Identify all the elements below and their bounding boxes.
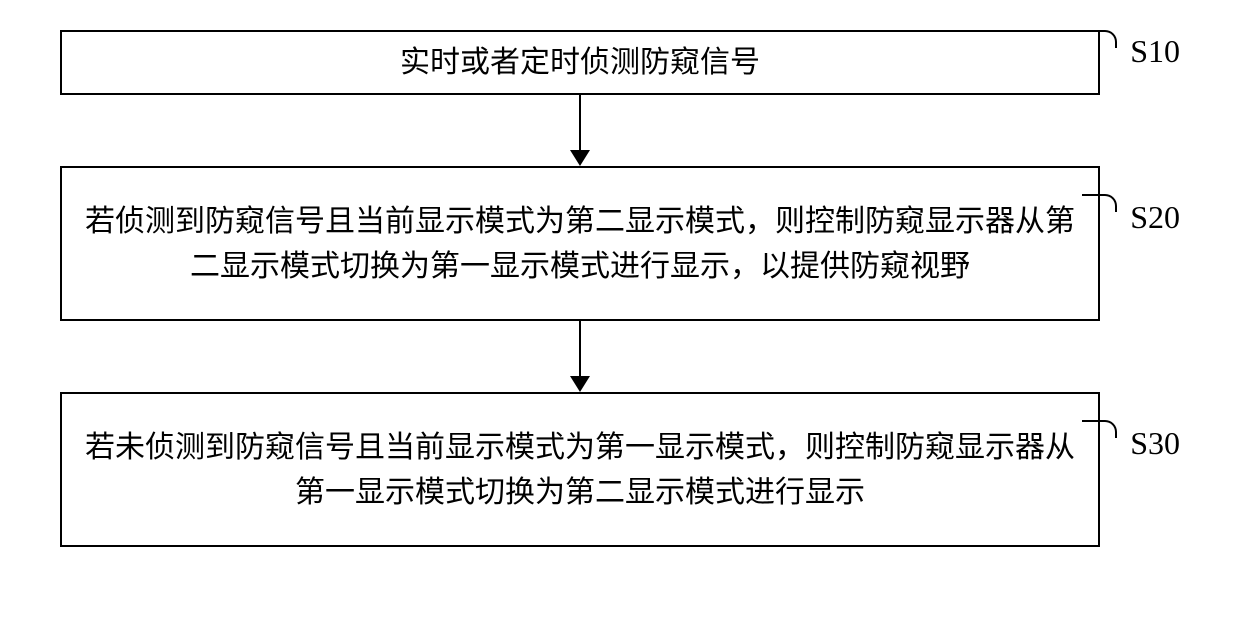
arrow-head-2 (570, 376, 590, 392)
flowchart-node-s20: 若侦测到防窥信号且当前显示模式为第二显示模式，则控制防窥显示器从第二显示模式切换… (60, 166, 1100, 321)
arrow-line-2 (579, 321, 581, 376)
arrow-line-1 (579, 95, 581, 150)
flowchart-label-s20: S20 (1130, 199, 1180, 236)
label-connector-s30 (1082, 420, 1117, 438)
flowchart-node-s30-wrapper: 若未侦测到防窥信号且当前显示模式为第一显示模式，则控制防窥显示器从第一显示模式切… (60, 392, 1180, 547)
flowchart-label-s10: S10 (1130, 33, 1180, 70)
flowchart-arrow-2 (570, 321, 590, 392)
arrow-head-1 (570, 150, 590, 166)
flowchart-node-s30-text: 若未侦测到防窥信号且当前显示模式为第一显示模式，则控制防窥显示器从第一显示模式切… (62, 417, 1098, 523)
flowchart-node-s10: 实时或者定时侦测防窥信号 (60, 30, 1100, 95)
flowchart-node-s10-wrapper: 实时或者定时侦测防窥信号 S10 (60, 30, 1180, 95)
flowchart-node-s20-text: 若侦测到防窥信号且当前显示模式为第二显示模式，则控制防窥显示器从第二显示模式切换… (62, 191, 1098, 297)
label-connector-s20 (1082, 194, 1117, 212)
flowchart-container: 实时或者定时侦测防窥信号 S10 若侦测到防窥信号且当前显示模式为第二显示模式，… (60, 30, 1180, 547)
flowchart-label-s30: S30 (1130, 425, 1180, 462)
flowchart-node-s30: 若未侦测到防窥信号且当前显示模式为第一显示模式，则控制防窥显示器从第一显示模式切… (60, 392, 1100, 547)
flowchart-node-s10-text: 实时或者定时侦测防窥信号 (380, 32, 780, 93)
label-connector-s10 (1082, 30, 1117, 48)
flowchart-arrow-1 (570, 95, 590, 166)
flowchart-node-s20-wrapper: 若侦测到防窥信号且当前显示模式为第二显示模式，则控制防窥显示器从第二显示模式切换… (60, 166, 1180, 321)
